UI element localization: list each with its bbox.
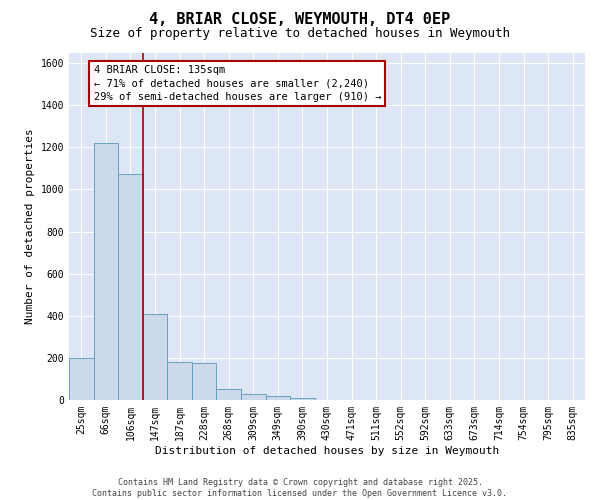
- Bar: [118, 174, 143, 400]
- Bar: [94, 143, 118, 400]
- X-axis label: Distribution of detached houses by size in Weymouth: Distribution of detached houses by size …: [155, 446, 499, 456]
- Y-axis label: Number of detached properties: Number of detached properties: [25, 128, 35, 324]
- Bar: [192, 363, 217, 400]
- Bar: [266, 396, 290, 400]
- Text: Size of property relative to detached houses in Weymouth: Size of property relative to detached ho…: [90, 28, 510, 40]
- Bar: [143, 314, 167, 400]
- Bar: [217, 390, 241, 400]
- Bar: [241, 394, 266, 400]
- Text: 4, BRIAR CLOSE, WEYMOUTH, DT4 0EP: 4, BRIAR CLOSE, WEYMOUTH, DT4 0EP: [149, 12, 451, 28]
- Text: 4 BRIAR CLOSE: 135sqm
← 71% of detached houses are smaller (2,240)
29% of semi-d: 4 BRIAR CLOSE: 135sqm ← 71% of detached …: [94, 65, 381, 102]
- Bar: [290, 398, 315, 400]
- Bar: [167, 362, 192, 400]
- Text: Contains HM Land Registry data © Crown copyright and database right 2025.
Contai: Contains HM Land Registry data © Crown c…: [92, 478, 508, 498]
- Bar: [69, 358, 94, 400]
